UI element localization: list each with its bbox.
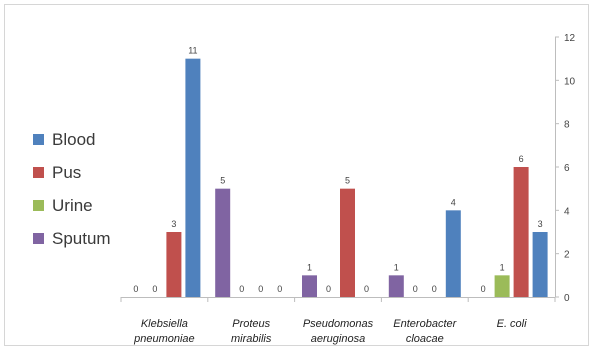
legend-item-blood: Blood — [33, 123, 111, 156]
legend-item-urine: Urine — [33, 189, 111, 222]
category-label-line: aeruginosa — [311, 333, 365, 345]
category-label-line: Klebsiella — [141, 318, 188, 330]
y-tick-label: 0 — [564, 293, 570, 304]
bar-blood — [185, 58, 201, 297]
bar-urine — [494, 275, 510, 297]
category-label: Pseudomonas aeruginosa — [303, 318, 374, 345]
y-tick-label: 12 — [564, 33, 576, 44]
data-label: 6 — [519, 154, 524, 164]
bar-blood — [532, 232, 548, 297]
data-label: 0 — [133, 284, 138, 294]
bar-pus — [166, 232, 182, 297]
bar-blood — [445, 210, 461, 297]
data-label: 0 — [152, 284, 157, 294]
data-label: 5 — [345, 176, 350, 186]
data-label: 3 — [538, 219, 543, 229]
y-tick-label: 4 — [564, 206, 570, 217]
y-tick-label: 8 — [564, 120, 570, 131]
category-label-line: cloacae — [406, 333, 444, 345]
category-label-line: pneumoniae — [133, 333, 195, 345]
category-label-line: Proteus — [232, 318, 270, 330]
category-label-line: Pseudomonas — [303, 318, 374, 330]
bar-pus — [340, 188, 355, 297]
category-label: Klebsiella pneumoniae — [133, 318, 195, 345]
bar-sputum — [302, 275, 317, 297]
legend-item-sputum: Sputum — [33, 222, 111, 255]
category-label-line: Enterobacter — [393, 318, 457, 330]
legend-item-pus: Pus — [33, 156, 111, 189]
data-label: 4 — [451, 197, 456, 207]
bar-pus — [513, 167, 529, 297]
legend-label-pus: Pus — [52, 162, 82, 182]
chart-frame: 0 2 4 6 8 10 12 Klebsiella pneumoniae 0 0 3 11 Proteu… — [4, 4, 589, 346]
data-label: 0 — [258, 284, 263, 294]
y-tick-label: 6 — [564, 163, 570, 174]
category-label: E. coli — [497, 318, 528, 330]
legend-swatch-pus — [33, 167, 44, 178]
data-label: 0 — [364, 284, 369, 294]
legend-swatch-sputum — [33, 233, 44, 244]
bar-sputum — [215, 188, 231, 297]
data-label: 1 — [307, 262, 312, 272]
category-label-line: E. coli — [497, 318, 528, 330]
data-label: 3 — [171, 219, 176, 229]
bar-sputum — [388, 275, 404, 297]
data-label: 0 — [413, 284, 418, 294]
data-label: 5 — [220, 176, 225, 186]
legend: Blood Pus Urine Sputum — [33, 123, 111, 255]
category-label-line: mirabilis — [231, 333, 272, 345]
data-label: 0 — [481, 284, 486, 294]
legend-swatch-blood — [33, 134, 44, 145]
category-label: Enterobacter cloacae — [393, 318, 457, 345]
data-label: 0 — [432, 284, 437, 294]
legend-label-blood: Blood — [52, 129, 96, 149]
data-label: 11 — [188, 46, 197, 56]
y-tick-label: 2 — [564, 250, 570, 261]
data-label: 0 — [326, 284, 331, 294]
y-tick-label: 10 — [564, 76, 576, 87]
data-label: 0 — [277, 284, 282, 294]
data-label: 0 — [239, 284, 244, 294]
legend-label-urine: Urine — [52, 195, 93, 215]
legend-swatch-urine — [33, 200, 44, 211]
data-label: 1 — [500, 262, 505, 272]
category-label: Proteus mirabilis — [231, 318, 272, 345]
legend-label-sputum: Sputum — [52, 228, 111, 248]
data-label: 1 — [394, 262, 399, 272]
